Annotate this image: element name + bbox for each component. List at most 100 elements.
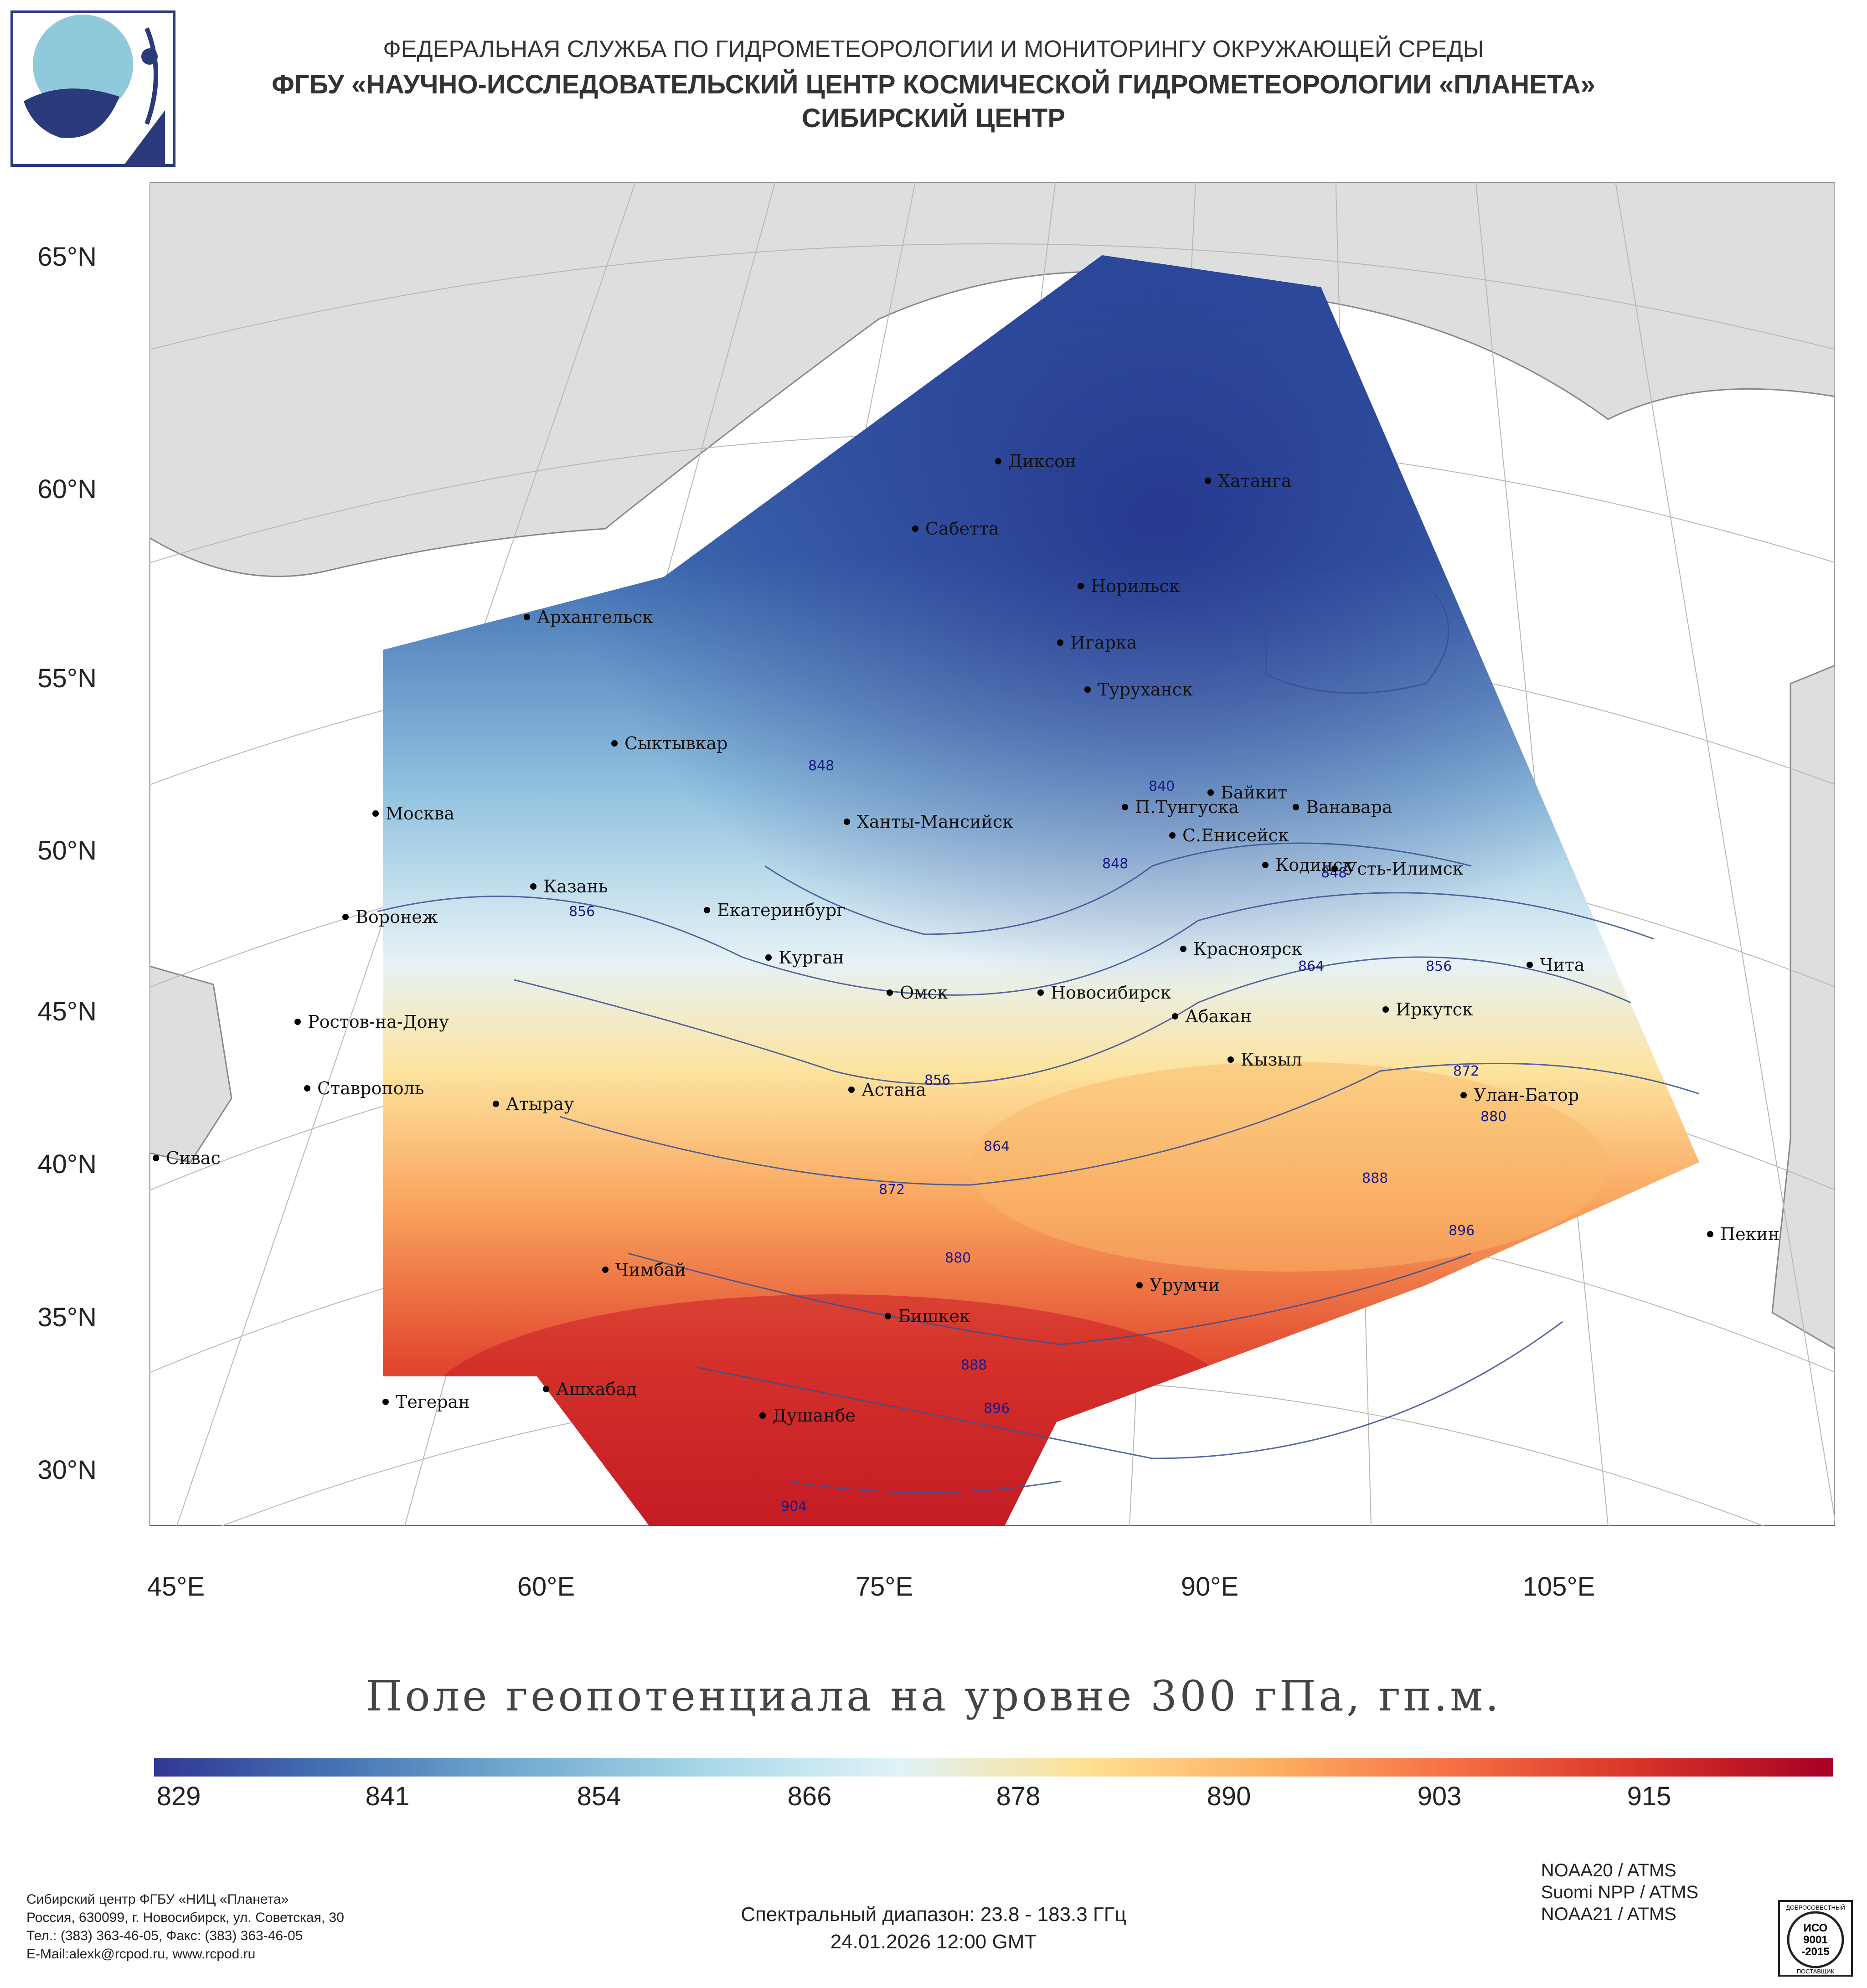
city-abakan[interactable]: Абакан xyxy=(1172,1006,1252,1026)
colorbar-tick: 915 xyxy=(1627,1782,1671,1811)
isoline-label: 880 xyxy=(1480,1109,1506,1125)
city-ust-ilimsk[interactable]: Усть-Илимск xyxy=(1331,859,1464,879)
city-s-eniseysk[interactable]: С.Енисейск xyxy=(1169,825,1289,845)
caucasus-land xyxy=(150,965,232,1163)
city-sivas[interactable]: Сивас xyxy=(153,1148,221,1168)
city-arkhangelsk[interactable]: Архангельск xyxy=(524,607,653,627)
city-khanty-mansiysk[interactable]: Ханты-Мансийск xyxy=(844,812,1013,832)
city-beijing[interactable]: Пекин xyxy=(1707,1224,1779,1244)
city-label: Курган xyxy=(779,948,844,968)
city-khatanga[interactable]: Хатанга xyxy=(1205,471,1291,491)
city-label: Диксон xyxy=(1008,451,1076,471)
lat-label: 50°N xyxy=(37,836,97,865)
contact-info: Сибирский центр ФГБУ «НИЦ «Планета» Росс… xyxy=(26,1890,344,1963)
contact-line: Тел.: (383) 363-46-05, Факс: (383) 363-4… xyxy=(26,1928,303,1943)
city-label: Абакан xyxy=(1185,1006,1252,1026)
city-vanavara[interactable]: Ванавара xyxy=(1293,797,1393,817)
city-dushanbe[interactable]: Душанбе xyxy=(759,1406,856,1426)
city-ashgabat[interactable]: Ашхабад xyxy=(543,1379,637,1399)
colorbar-tick: 878 xyxy=(996,1782,1041,1811)
city-norilsk[interactable]: Норильск xyxy=(1078,576,1180,596)
city-label: Архангельск xyxy=(537,607,653,627)
contact-line: Россия, 630099, г. Новосибирск, ул. Сове… xyxy=(26,1910,344,1925)
lat-label: 65°N xyxy=(37,242,97,272)
colorbar-tick: 890 xyxy=(1207,1782,1251,1811)
isoline-label: 864 xyxy=(1298,958,1324,974)
city-label: Ашхабад xyxy=(556,1379,637,1399)
header-center: СИБИРСКИЙ ЦЕНТР xyxy=(801,103,1066,133)
isoline-label: 904 xyxy=(781,1499,807,1514)
city-label: Новосибирск xyxy=(1051,983,1171,1003)
city-label: Омск xyxy=(900,983,948,1003)
city-irkutsk[interactable]: Иркутск xyxy=(1382,999,1473,1020)
isoline-label: 856 xyxy=(569,904,595,920)
datetime: 24.01.2026 12:00 GMT xyxy=(830,1931,1037,1953)
iso-line3: -2015 xyxy=(1801,1946,1829,1958)
colorbar-tick: 829 xyxy=(156,1782,201,1811)
city-voronezh[interactable]: Воронеж xyxy=(342,907,438,927)
city-label: Байкит xyxy=(1221,783,1287,803)
city-rostov-na-donu[interactable]: Ростов-на-Дону xyxy=(294,1012,449,1032)
colorbar-tick: 854 xyxy=(577,1782,621,1811)
lon-label: 90°E xyxy=(1181,1572,1239,1602)
isoline-label: 864 xyxy=(984,1138,1010,1154)
city-label: Сыктывкар xyxy=(624,733,727,753)
city-chita[interactable]: Чита xyxy=(1527,955,1584,975)
iso-badge-icon: ДОБРОСОВЕСТНЫЙ ИСО 9001 -2015 ПОСТАВЩИК xyxy=(1778,1900,1853,1977)
city-dikson[interactable]: Диксон xyxy=(995,451,1076,471)
city-novosibirsk[interactable]: Новосибирск xyxy=(1037,983,1171,1003)
city-igarka[interactable]: Игарка xyxy=(1057,633,1137,653)
colorbar xyxy=(154,1758,1833,1777)
city-omsk[interactable]: Омск xyxy=(887,983,948,1003)
city-label: Тегеран xyxy=(396,1392,470,1412)
contact-line[interactable]: E-Mail:alexk@rcpod.ru, www.rcpod.ru xyxy=(26,1947,256,1962)
city-moscow[interactable]: Москва xyxy=(372,803,454,824)
lat-label: 30°N xyxy=(37,1455,97,1485)
city-p-tunguska[interactable]: П.Тунгуска xyxy=(1122,797,1239,817)
isolines xyxy=(377,571,1700,1494)
iso-bottom: ПОСТАВЩИК xyxy=(1797,1968,1835,1975)
city-syktyvkar[interactable]: Сыктывкар xyxy=(611,733,727,753)
lat-label: 45°N xyxy=(37,997,97,1026)
city-ulan-bator[interactable]: Улан-Батор xyxy=(1460,1085,1579,1105)
iso-top: ДОБРОСОВЕСТНЫЙ xyxy=(1786,1904,1845,1911)
city-astana[interactable]: Астана xyxy=(848,1080,926,1100)
isoline-label: 840 xyxy=(1149,778,1175,794)
city-kazan[interactable]: Казань xyxy=(530,876,608,896)
iso-line2: 9001 xyxy=(1803,1934,1827,1946)
header-institute: ФГБУ «НАУЧНО-ИССЛЕДОВАТЕЛЬСКИЙ ЦЕНТР КОС… xyxy=(272,70,1595,99)
city-label: Ханты-Мансийск xyxy=(857,812,1013,832)
isoline-label: 848 xyxy=(808,758,834,774)
geopotential-map[interactable]: 840 848 848 848 856 856 856 864 864 872 … xyxy=(150,182,1835,1526)
source-item: NOAA20 / ATMS xyxy=(1541,1860,1676,1880)
city-ekaterinburg[interactable]: Екатеринбург xyxy=(704,900,846,920)
city-label: Усть-Илимск xyxy=(1345,859,1464,879)
header-agency: ФЕДЕРАЛЬНАЯ СЛУЖБА ПО ГИДРОМЕТЕОРОЛОГИИ … xyxy=(383,36,1484,62)
lat-label: 35°N xyxy=(37,1303,97,1332)
iso-line1: ИСО xyxy=(1804,1922,1828,1934)
isoline-label: 888 xyxy=(1362,1170,1388,1186)
city-krasnoyarsk[interactable]: Красноярск xyxy=(1180,939,1302,959)
city-tehran[interactable]: Тегеран xyxy=(382,1392,470,1412)
city-kodinsk[interactable]: Кодинск xyxy=(1262,855,1354,875)
city-label: Чимбай xyxy=(615,1260,686,1280)
city-turukhansk[interactable]: Туруханск xyxy=(1084,680,1193,700)
city-sabetta[interactable]: Сабетта xyxy=(912,519,999,539)
city-atyrau[interactable]: Атырау xyxy=(493,1094,574,1114)
city-kyzyl[interactable]: Кызыл xyxy=(1227,1050,1302,1070)
lon-label: 105°E xyxy=(1522,1572,1595,1602)
contact-line: Сибирский центр ФГБУ «НИЦ «Планета» xyxy=(26,1892,289,1907)
city-label: Пекин xyxy=(1720,1224,1779,1244)
city-label: Иркутск xyxy=(1396,999,1473,1020)
city-label: Воронеж xyxy=(356,907,438,927)
city-bishkek[interactable]: Бишкек xyxy=(885,1306,970,1326)
city-stavropol[interactable]: Ставрополь xyxy=(304,1078,424,1098)
city-chimbay[interactable]: Чимбай xyxy=(602,1260,686,1280)
city-urumqi[interactable]: Урумчи xyxy=(1136,1275,1220,1295)
city-baykit[interactable]: Байкит xyxy=(1207,783,1287,803)
isoline-label: 872 xyxy=(879,1182,905,1198)
city-kurgan[interactable]: Курган xyxy=(765,948,844,968)
city-label: Сабетта xyxy=(925,519,999,539)
city-label: Ванавара xyxy=(1306,797,1393,817)
city-label: Хатанга xyxy=(1218,471,1291,491)
